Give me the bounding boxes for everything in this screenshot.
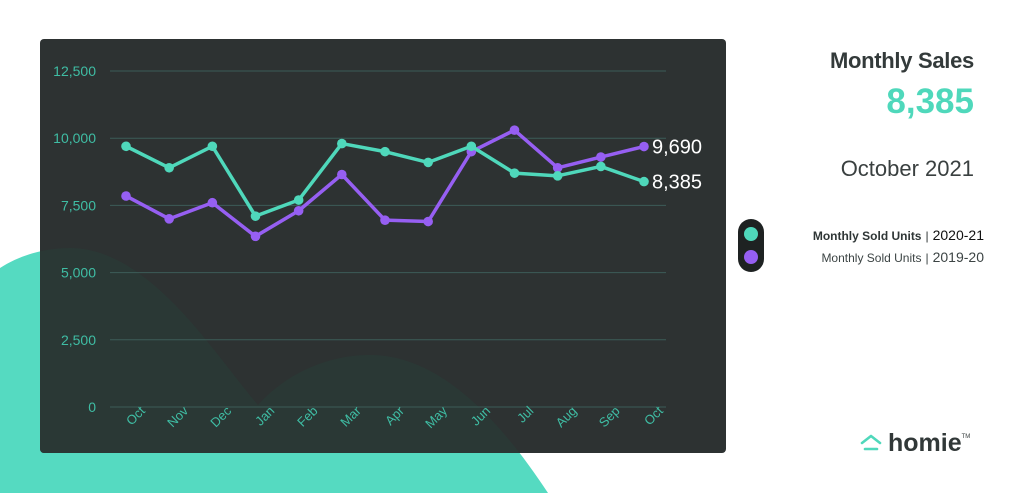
data-point xyxy=(207,141,218,152)
data-point xyxy=(552,162,563,173)
legend-item-2019-20: Monthly Sold Units | 2019-20 xyxy=(821,249,984,265)
data-point xyxy=(380,215,390,225)
data-point xyxy=(164,214,174,224)
y-axis-tick-labels: 0 2,500 5,000 7,500 10,000 12,500 xyxy=(53,63,96,415)
brand-trademark: TM xyxy=(961,434,971,440)
legend-item-2020-21: Monthly Sold Units | 2020-21 xyxy=(813,227,984,243)
house-roof-icon xyxy=(860,434,882,451)
data-point xyxy=(423,216,433,227)
data-point xyxy=(121,191,131,201)
data-point xyxy=(250,211,261,221)
data-point xyxy=(596,161,606,172)
data-point xyxy=(423,157,433,168)
legend-dot-2020-21 xyxy=(744,227,758,241)
homie-logo: homie TM xyxy=(860,425,970,461)
data-point xyxy=(164,162,174,173)
brand-name: homie xyxy=(888,428,962,457)
grid-lines xyxy=(110,70,666,408)
legend-dot-2019-20 xyxy=(744,250,758,264)
end-value-label: 8,385 xyxy=(652,172,702,194)
legend-separator: | xyxy=(925,251,929,265)
summary-period: October 2021 xyxy=(840,156,974,181)
data-point xyxy=(509,168,520,178)
chart-wave-overlay xyxy=(40,248,520,453)
y-tick-label: 12,500 xyxy=(53,63,96,79)
legend-swatch-pill xyxy=(738,219,764,272)
chart-panel: 0 2,500 5,000 7,500 10,000 12,500 Oct Nov Dec Ja… xyxy=(40,39,726,453)
y-tick-label: 0 xyxy=(88,399,96,415)
y-tick-label: 5,000 xyxy=(61,265,96,281)
data-point xyxy=(509,125,520,135)
legend-year: 2020-21 xyxy=(932,227,984,243)
legend-year: 2019-20 xyxy=(932,249,984,265)
data-point xyxy=(639,141,649,152)
data-point xyxy=(207,197,218,208)
y-tick-label: 10,000 xyxy=(53,130,96,146)
summary-value: 8,385 xyxy=(886,82,974,121)
data-point xyxy=(639,176,649,187)
legend-label: Monthly Sold Units xyxy=(821,251,922,265)
summary-title: Monthly Sales xyxy=(829,48,974,73)
data-point xyxy=(121,141,131,152)
legend-label: Monthly Sold Units xyxy=(812,229,922,243)
data-point xyxy=(293,205,304,216)
data-point xyxy=(596,152,606,162)
data-series xyxy=(121,125,649,242)
series-2020-21 xyxy=(121,138,649,221)
y-tick-label: 7,500 xyxy=(61,197,96,213)
data-point xyxy=(293,195,304,205)
y-tick-label: 2,500 xyxy=(61,332,96,348)
data-point xyxy=(466,141,477,152)
end-value-label: 9,690 xyxy=(652,137,702,159)
data-point xyxy=(337,169,347,180)
end-value-labels: 9,690 8,385 xyxy=(652,137,702,194)
data-point xyxy=(380,146,390,157)
data-point xyxy=(552,171,563,181)
legend-separator: | xyxy=(925,229,929,243)
data-point xyxy=(337,138,347,149)
data-point xyxy=(250,231,261,242)
